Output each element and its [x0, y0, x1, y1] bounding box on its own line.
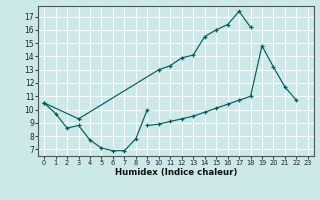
X-axis label: Humidex (Indice chaleur): Humidex (Indice chaleur) — [115, 168, 237, 177]
